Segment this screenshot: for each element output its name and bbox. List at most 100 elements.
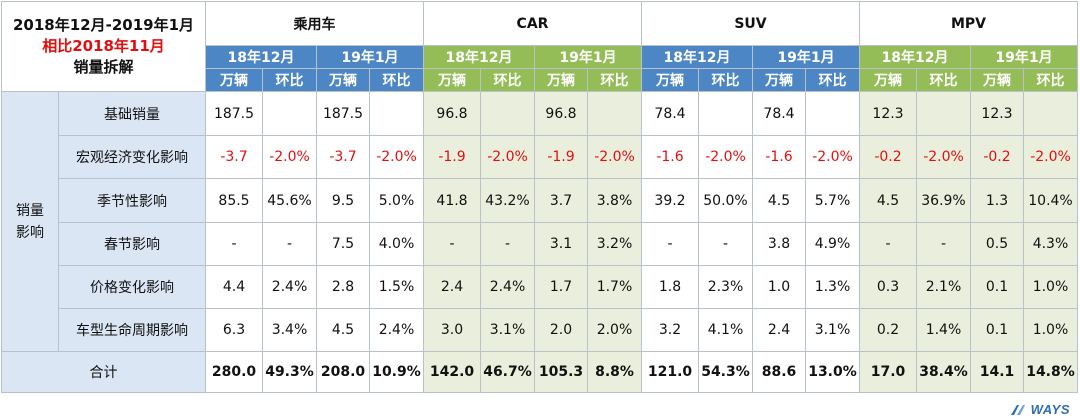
- cell-volume: -1.6: [752, 135, 806, 179]
- cell-mom: 2.4%: [369, 308, 424, 352]
- cell-volume: 3.7: [534, 178, 588, 223]
- cell-volume: 3.1: [534, 222, 588, 266]
- cell-volume: 1.7: [534, 265, 588, 309]
- unit-header-volume: 万辆: [641, 68, 699, 92]
- cell-mom: 2.4%: [262, 265, 317, 309]
- cell-volume: 41.8: [423, 178, 481, 223]
- cell-mom: -2.0%: [698, 135, 753, 179]
- total-mom: 8.8%: [587, 351, 642, 393]
- group-header-passenger: 乘用车: [205, 1, 424, 46]
- cell-volume: 2.0: [534, 308, 588, 352]
- cell-volume: 2.4: [423, 265, 481, 309]
- cell-mom: 1.4%: [916, 308, 971, 352]
- cell-mom: 3.2%: [587, 222, 642, 266]
- row-label: 基础销量: [58, 91, 206, 136]
- row-label: 宏观经济变化影响: [58, 135, 206, 179]
- cell-mom: 2.4%: [480, 265, 535, 309]
- total-mom: 49.3%: [262, 351, 317, 393]
- unit-header-volume: 万辆: [423, 68, 481, 92]
- cell-volume: -: [641, 222, 699, 266]
- period-header: 19年1月: [316, 45, 424, 69]
- logo-text: WAYS: [1030, 402, 1070, 417]
- cell-mom: 4.1%: [698, 308, 753, 352]
- total-volume: 14.1: [970, 351, 1024, 393]
- cell-mom: 45.6%: [262, 178, 317, 223]
- unit-header-volume: 万辆: [970, 68, 1024, 92]
- unit-header-mom: 环比: [805, 68, 860, 92]
- cell-mom: 50.0%: [698, 178, 753, 223]
- total-mom: 13.0%: [805, 351, 860, 393]
- cell-volume: 6.3: [205, 308, 263, 352]
- cell-mom: [587, 91, 642, 136]
- cell-mom: [480, 91, 535, 136]
- cell-volume: -: [205, 222, 263, 266]
- total-volume: 105.3: [534, 351, 588, 393]
- cell-volume: -: [859, 222, 917, 266]
- cell-mom: 3.4%: [262, 308, 317, 352]
- total-mom: 10.9%: [369, 351, 424, 393]
- cell-mom: 3.1%: [805, 308, 860, 352]
- unit-header-volume: 万辆: [752, 68, 806, 92]
- total-mom: 38.4%: [916, 351, 971, 393]
- cell-volume: 0.3: [859, 265, 917, 309]
- cell-mom: 4.0%: [369, 222, 424, 266]
- cell-volume: -3.7: [316, 135, 370, 179]
- title-comparison: 相比2018年11月: [42, 37, 165, 55]
- unit-header-mom: 环比: [369, 68, 424, 92]
- cell-volume: 0.2: [859, 308, 917, 352]
- total-volume: 142.0: [423, 351, 481, 393]
- cell-volume: 4.4: [205, 265, 263, 309]
- cell-mom: 10.4%: [1023, 178, 1078, 223]
- cell-volume: -3.7: [205, 135, 263, 179]
- cell-volume: 187.5: [205, 91, 263, 136]
- cell-mom: 5.7%: [805, 178, 860, 223]
- total-volume: 280.0: [205, 351, 263, 393]
- cell-volume: 7.5: [316, 222, 370, 266]
- cell-mom: [369, 91, 424, 136]
- cell-mom: 1.0%: [1023, 265, 1078, 309]
- cell-volume: 3.8: [752, 222, 806, 266]
- row-label: 季节性影响: [58, 178, 206, 223]
- table-row: 销量 影响 基础销量 187.5 187.5 96.8 96.8 78.4 78.4 12.3 1…: [1, 91, 1078, 352]
- period-header: 18年12月: [205, 45, 317, 69]
- unit-header-volume: 万辆: [534, 68, 588, 92]
- total-volume: 208.0: [316, 351, 370, 393]
- cell-mom: [262, 91, 317, 136]
- table-row: 车型生命周期影响 6.3 3.4% 4.5 2.4% 3.0 3.1% 2.0 2.0% 3.2 4…: [2, 308, 1078, 352]
- title-subject: 销量拆解: [73, 58, 134, 76]
- cell-mom: -: [916, 222, 971, 266]
- unit-header-mom: 环比: [698, 68, 753, 92]
- cell-mom: -2.0%: [916, 135, 971, 179]
- cell-mom: 2.1%: [916, 265, 971, 309]
- cell-mom: 43.2%: [480, 178, 535, 223]
- cell-volume: -1.6: [641, 135, 699, 179]
- cell-volume: -1.9: [534, 135, 588, 179]
- cell-volume: 96.8: [423, 91, 481, 136]
- cell-volume: 4.5: [752, 178, 806, 223]
- cell-volume: 0.1: [970, 265, 1024, 309]
- row-label: 春节影响: [58, 222, 206, 266]
- cell-volume: 4.5: [859, 178, 917, 223]
- cell-mom: 1.0%: [1023, 308, 1078, 352]
- cell-mom: 1.3%: [805, 265, 860, 309]
- title-period: 2018年12月-2019年1月: [12, 16, 195, 34]
- unit-header-mom: 环比: [1023, 68, 1078, 92]
- cell-mom: -2.0%: [587, 135, 642, 179]
- cell-mom: [805, 91, 860, 136]
- unit-header-mom: 环比: [916, 68, 971, 92]
- cell-volume: 9.5: [316, 178, 370, 223]
- cell-mom: 1.5%: [369, 265, 424, 309]
- row-label: 车型生命周期影响: [58, 308, 206, 352]
- cell-volume: 187.5: [316, 91, 370, 136]
- row-label: 价格变化影响: [58, 265, 206, 309]
- cell-mom: 5.0%: [369, 178, 424, 223]
- period-header: 18年12月: [641, 45, 753, 69]
- group-header-car: CAR: [423, 1, 642, 46]
- cell-mom: -2.0%: [369, 135, 424, 179]
- total-mom: 46.7%: [480, 351, 535, 393]
- table-row: 宏观经济变化影响 -3.7 -2.0% -3.7 -2.0% -1.9 -2.0% -1.9-…: [2, 135, 1078, 179]
- row-group-label: 销量 影响: [1, 91, 59, 352]
- table-row: 价格变化影响 4.4 2.4% 2.8 1.5% 2.4 2.4% 1.7 1.7% 1.8 2.3…: [2, 265, 1078, 309]
- cell-mom: -: [262, 222, 317, 266]
- period-header: 18年12月: [859, 45, 971, 69]
